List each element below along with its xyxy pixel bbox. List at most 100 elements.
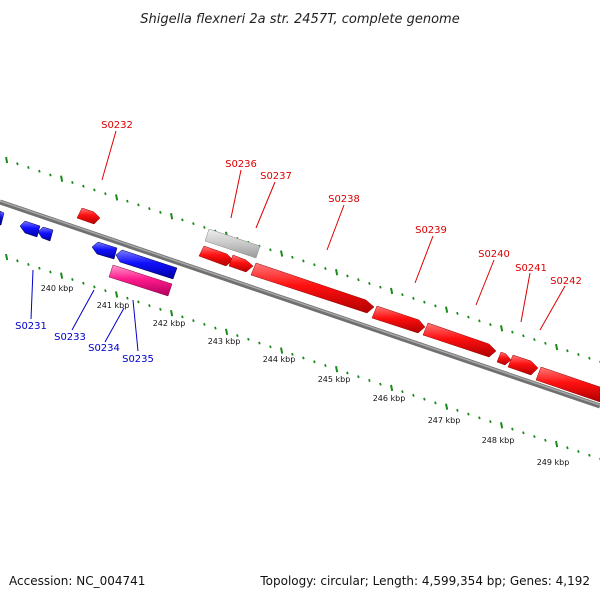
outer-tick-mark bbox=[489, 323, 492, 327]
outer-tick-mark bbox=[159, 210, 162, 214]
gene-arrow-s0231[interactable] bbox=[19, 220, 41, 238]
reverse-label-leaders bbox=[30, 269, 139, 352]
gene-label-s0233[interactable]: S0233 bbox=[54, 332, 86, 343]
outer-tick-mark bbox=[280, 250, 284, 257]
gene-label-s0242[interactable]: S0242 bbox=[550, 276, 582, 287]
inner-tick-mark bbox=[533, 435, 536, 439]
outer-tick-mark bbox=[412, 296, 415, 300]
gene-label-s0234[interactable]: S0234 bbox=[88, 343, 120, 354]
gene-arrow-s0241a[interactable] bbox=[496, 351, 512, 366]
outer-tick-mark bbox=[500, 325, 504, 332]
outer-tick-mark bbox=[192, 222, 195, 226]
inner-tick-mark bbox=[280, 347, 284, 354]
inner-tick-mark bbox=[236, 334, 239, 338]
scale-label-245: 245 kbp bbox=[318, 375, 351, 384]
scale-label-247: 247 kbp bbox=[428, 416, 461, 425]
forward-gene-labels: S0232 S0236 S0237 S0238 S0239 S0240 S024… bbox=[101, 120, 582, 287]
inner-tick-mark bbox=[555, 440, 559, 448]
gene-label-s0239[interactable]: S0239 bbox=[415, 225, 447, 236]
inner-tick-mark bbox=[379, 382, 382, 386]
inner-tick-mark bbox=[269, 345, 272, 349]
inner-tick-mark bbox=[324, 364, 327, 367]
gene-arrow-s0231b[interactable] bbox=[37, 226, 54, 242]
inner-tick-row bbox=[5, 253, 600, 461]
inner-tick-mark bbox=[313, 360, 316, 364]
outer-tick-mark bbox=[533, 338, 536, 342]
reverse-gene-labels: S0231 S0233 S0234 S0235 bbox=[15, 321, 154, 365]
gene-arrow-s0232[interactable] bbox=[76, 207, 101, 225]
gene-label-s0235[interactable]: S0235 bbox=[122, 354, 154, 365]
inner-tick-mark bbox=[137, 300, 140, 304]
inner-tick-mark bbox=[203, 322, 206, 326]
gene-label-s0237[interactable]: S0237 bbox=[260, 171, 292, 182]
outer-tick-mark bbox=[126, 199, 129, 203]
forward-strand-genes bbox=[76, 207, 600, 403]
inner-tick-mark bbox=[478, 416, 481, 420]
gene-arrow-s0238[interactable] bbox=[250, 262, 375, 314]
gene-label-s0240[interactable]: S0240 bbox=[478, 249, 510, 260]
inner-tick-mark bbox=[170, 309, 174, 317]
inner-tick-mark bbox=[60, 272, 64, 279]
reverse-strand-genes bbox=[0, 210, 178, 280]
gene-label-s0232[interactable]: S0232 bbox=[101, 120, 133, 131]
gene-label-s0241[interactable]: S0241 bbox=[515, 263, 547, 274]
outer-tick-mark bbox=[379, 285, 382, 289]
inner-tick-mark bbox=[434, 401, 437, 405]
outer-tick-mark bbox=[181, 218, 184, 222]
inner-tick-mark bbox=[445, 403, 449, 410]
inner-tick-mark bbox=[192, 319, 195, 323]
gene-arrow-s0231-left[interactable] bbox=[0, 210, 5, 226]
outer-tick-mark bbox=[445, 306, 449, 313]
inner-tick-mark bbox=[27, 263, 30, 267]
inner-tick-mark bbox=[247, 337, 250, 341]
outer-tick-mark bbox=[368, 281, 371, 285]
outer-tick-mark bbox=[423, 300, 426, 304]
scale-label-246: 246 kbp bbox=[373, 394, 406, 403]
inner-tick-mark bbox=[489, 420, 492, 424]
outer-tick-mark bbox=[49, 173, 52, 177]
outer-tick-mark bbox=[38, 169, 41, 173]
outer-tick-mark bbox=[401, 293, 404, 297]
inner-tick-mark bbox=[16, 259, 19, 263]
gene-label-s0236[interactable]: S0236 bbox=[225, 159, 257, 170]
genome-backbone-highlight bbox=[0, 200, 600, 406]
outer-tick-mark bbox=[302, 259, 305, 263]
outer-tick-mark bbox=[467, 315, 470, 319]
inner-tick-mark bbox=[390, 384, 394, 392]
outer-tick-mark bbox=[5, 156, 9, 164]
gene-label-s0231[interactable]: S0231 bbox=[15, 321, 47, 332]
scale-label-242: 242 kbp bbox=[153, 319, 186, 328]
inner-tick-mark bbox=[126, 296, 129, 300]
outer-tick-mark bbox=[335, 269, 339, 276]
inner-tick-mark bbox=[335, 366, 339, 373]
outer-tick-mark bbox=[544, 341, 547, 345]
map-title: Shigella flexneri 2a str. 2457T, complet… bbox=[140, 12, 459, 27]
inner-tick-mark bbox=[104, 289, 107, 293]
inner-tick-mark bbox=[181, 315, 184, 319]
gene-arrow-s0233[interactable] bbox=[91, 241, 118, 260]
gene-label-s0238[interactable]: S0238 bbox=[328, 194, 360, 205]
gene-arrow-s0237[interactable] bbox=[228, 254, 254, 273]
outer-tick-mark bbox=[577, 353, 580, 357]
inner-tick-mark bbox=[302, 356, 305, 360]
inner-tick-mark bbox=[346, 371, 349, 375]
outer-tick-mark bbox=[566, 349, 569, 353]
outer-tick-mark bbox=[115, 194, 119, 201]
gene-arrow-s0236[interactable] bbox=[198, 245, 234, 267]
scale-label-243: 243 kbp bbox=[208, 337, 241, 346]
feature-bar-gray[interactable] bbox=[204, 228, 261, 259]
gene-arrow-s0241[interactable] bbox=[507, 354, 539, 376]
gene-arrow-s0239[interactable] bbox=[371, 305, 426, 334]
gene-arrow-s0240[interactable] bbox=[422, 322, 497, 358]
outer-tick-mark bbox=[313, 263, 316, 267]
inner-tick-mark bbox=[544, 438, 547, 442]
gene-bar-s0235[interactable] bbox=[108, 264, 173, 297]
gene-arrow-s0242[interactable] bbox=[535, 366, 600, 403]
inner-tick-mark bbox=[291, 352, 294, 356]
inner-tick-mark bbox=[82, 281, 85, 285]
gene-arrow-s0234[interactable] bbox=[115, 249, 178, 280]
outer-tick-mark bbox=[434, 304, 437, 308]
inner-tick-mark bbox=[115, 291, 119, 298]
inner-tick-mark bbox=[225, 328, 229, 336]
